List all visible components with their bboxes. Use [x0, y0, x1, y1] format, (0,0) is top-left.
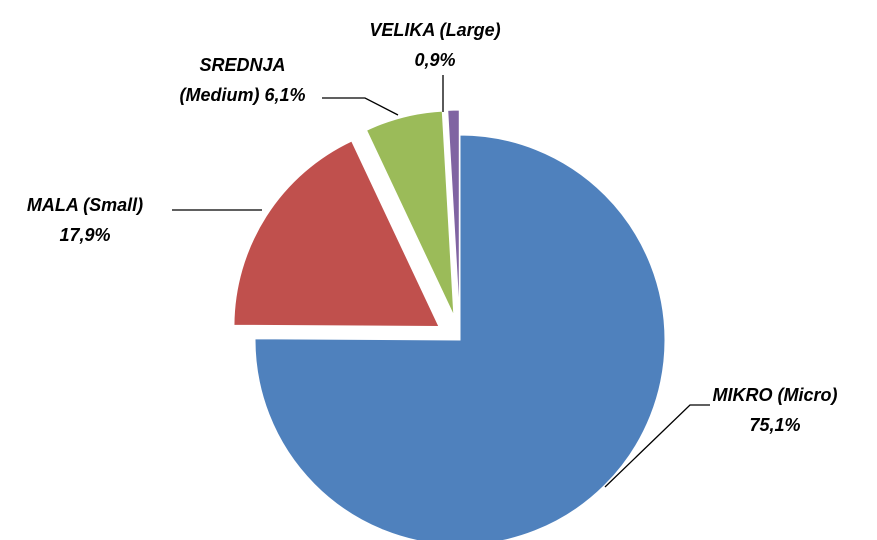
- leader-line: [322, 97, 399, 116]
- pie-slice: [233, 140, 440, 328]
- data-label: MALA (Small) 17,9%: [0, 190, 170, 250]
- value-label: 75,1%: [749, 415, 801, 435]
- category-label: MALA (Small): [26, 195, 144, 215]
- data-label: SREDNJA (Medium) 6,1%: [160, 50, 325, 110]
- value-label: 0,9%: [414, 50, 456, 70]
- value-label: 17,9%: [59, 225, 111, 245]
- pie-slice: [365, 110, 455, 316]
- data-label: MIKRO (Micro) 75,1%: [690, 380, 860, 440]
- category-label: VELIKA (Large): [369, 20, 501, 40]
- pie-slice: [447, 109, 460, 316]
- pie-slice: [254, 134, 666, 540]
- category-label: MIKRO (Micro): [712, 385, 838, 405]
- category-label: SREDNJA (Medium): [179, 55, 286, 105]
- data-label: VELIKA (Large) 0,9%: [335, 15, 535, 75]
- leader-line: [604, 404, 710, 488]
- value-label: 6,1%: [264, 85, 306, 105]
